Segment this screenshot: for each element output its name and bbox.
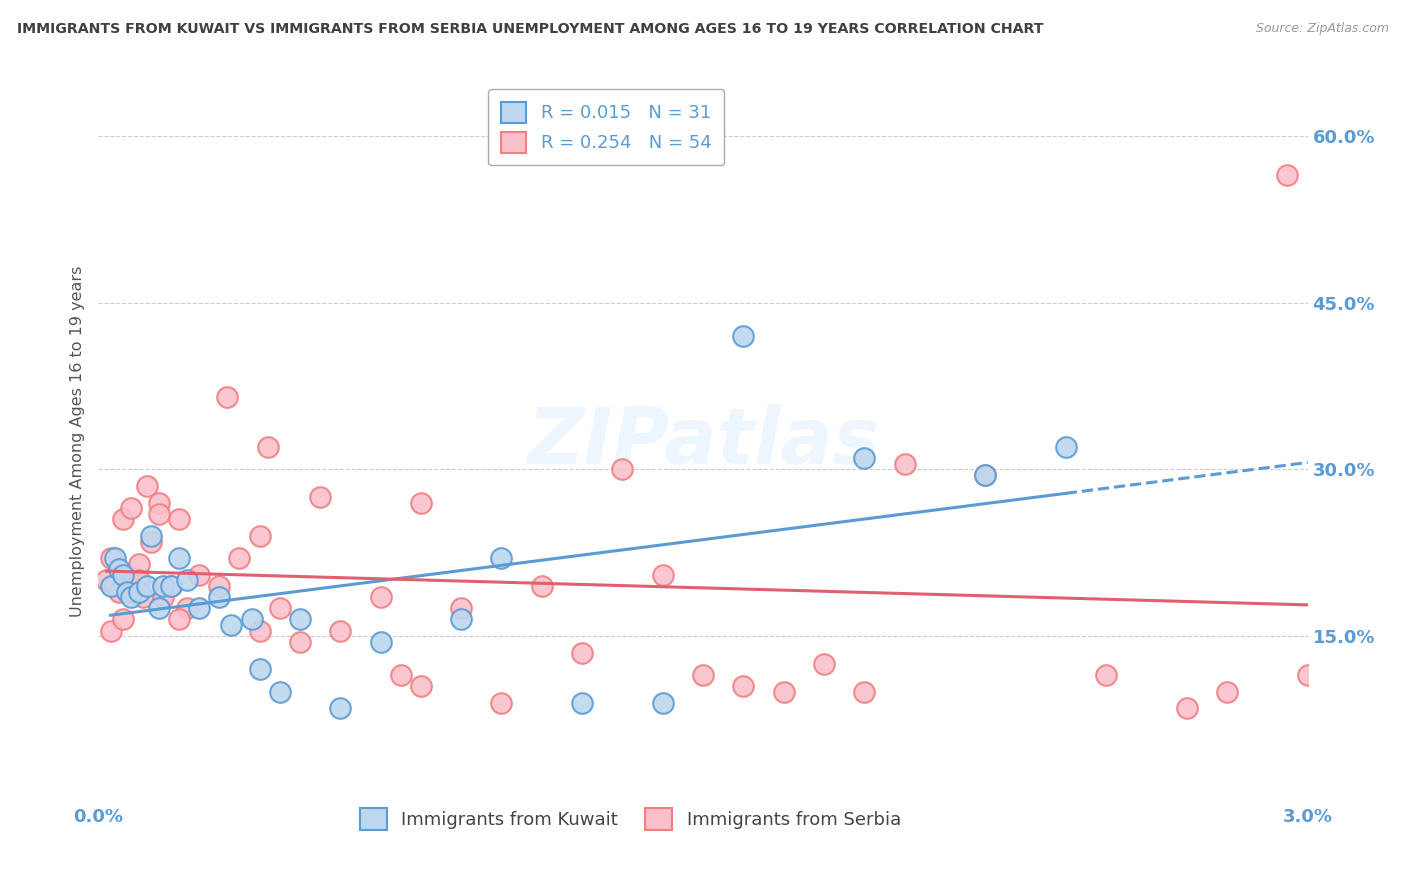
Text: Source: ZipAtlas.com: Source: ZipAtlas.com <box>1256 22 1389 36</box>
Point <box>128 574 150 588</box>
Point <box>269 601 291 615</box>
Point <box>571 696 593 710</box>
Point <box>240 612 263 626</box>
Point <box>111 512 134 526</box>
Point <box>772 684 794 698</box>
Point <box>208 579 231 593</box>
Point <box>228 551 250 566</box>
Point <box>115 568 138 582</box>
Point <box>370 634 392 648</box>
Point <box>100 551 122 566</box>
Point <box>1216 684 1239 698</box>
Point <box>893 457 915 471</box>
Point <box>491 551 513 566</box>
Point <box>148 496 170 510</box>
Point <box>651 696 673 710</box>
Point <box>120 590 142 604</box>
Point <box>103 579 125 593</box>
Point <box>107 584 129 599</box>
Point <box>111 568 134 582</box>
Point <box>167 512 190 526</box>
Point <box>148 601 170 615</box>
Point <box>128 584 150 599</box>
Point <box>1296 668 1319 682</box>
Point <box>329 624 352 638</box>
Point <box>571 646 593 660</box>
Point <box>221 618 243 632</box>
Point <box>813 657 835 671</box>
Point <box>733 679 755 693</box>
Point <box>853 684 876 698</box>
Point <box>217 390 239 404</box>
Point <box>370 590 392 604</box>
Point <box>176 574 198 588</box>
Text: IMMIGRANTS FROM KUWAIT VS IMMIGRANTS FROM SERBIA UNEMPLOYMENT AMONG AGES 16 TO 1: IMMIGRANTS FROM KUWAIT VS IMMIGRANTS FRO… <box>17 22 1043 37</box>
Point <box>152 579 174 593</box>
Point <box>128 557 150 571</box>
Point <box>612 462 634 476</box>
Point <box>853 451 876 466</box>
Point <box>107 562 129 576</box>
Point <box>100 624 122 638</box>
Point <box>288 612 311 626</box>
Point <box>692 668 714 682</box>
Point <box>100 579 122 593</box>
Point <box>132 590 155 604</box>
Point <box>249 662 271 676</box>
Point <box>103 551 125 566</box>
Point <box>530 579 553 593</box>
Point <box>733 329 755 343</box>
Point <box>139 534 162 549</box>
Point <box>152 590 174 604</box>
Point <box>1175 701 1198 715</box>
Point <box>1054 440 1077 454</box>
Point <box>1095 668 1118 682</box>
Point <box>135 579 157 593</box>
Text: ZIPatlas: ZIPatlas <box>527 403 879 480</box>
Point <box>115 584 138 599</box>
Point <box>256 440 278 454</box>
Y-axis label: Unemployment Among Ages 16 to 19 years: Unemployment Among Ages 16 to 19 years <box>69 266 84 617</box>
Point <box>329 701 352 715</box>
Point <box>450 601 472 615</box>
Point <box>139 529 162 543</box>
Point <box>160 579 183 593</box>
Point <box>389 668 412 682</box>
Point <box>208 590 231 604</box>
Point <box>288 634 311 648</box>
Point <box>96 574 118 588</box>
Point <box>974 467 997 482</box>
Point <box>120 501 142 516</box>
Point <box>135 479 157 493</box>
Point <box>188 568 211 582</box>
Point <box>111 612 134 626</box>
Legend: Immigrants from Kuwait, Immigrants from Serbia: Immigrants from Kuwait, Immigrants from … <box>353 801 908 837</box>
Point <box>491 696 513 710</box>
Point <box>160 579 183 593</box>
Point <box>409 679 432 693</box>
Point <box>167 612 190 626</box>
Point <box>651 568 673 582</box>
Point <box>249 529 271 543</box>
Point <box>176 601 198 615</box>
Point <box>269 684 291 698</box>
Point <box>309 490 332 504</box>
Point <box>148 507 170 521</box>
Point <box>1277 168 1299 182</box>
Point <box>188 601 211 615</box>
Point <box>167 551 190 566</box>
Point <box>974 467 997 482</box>
Point <box>450 612 472 626</box>
Point <box>249 624 271 638</box>
Point <box>409 496 432 510</box>
